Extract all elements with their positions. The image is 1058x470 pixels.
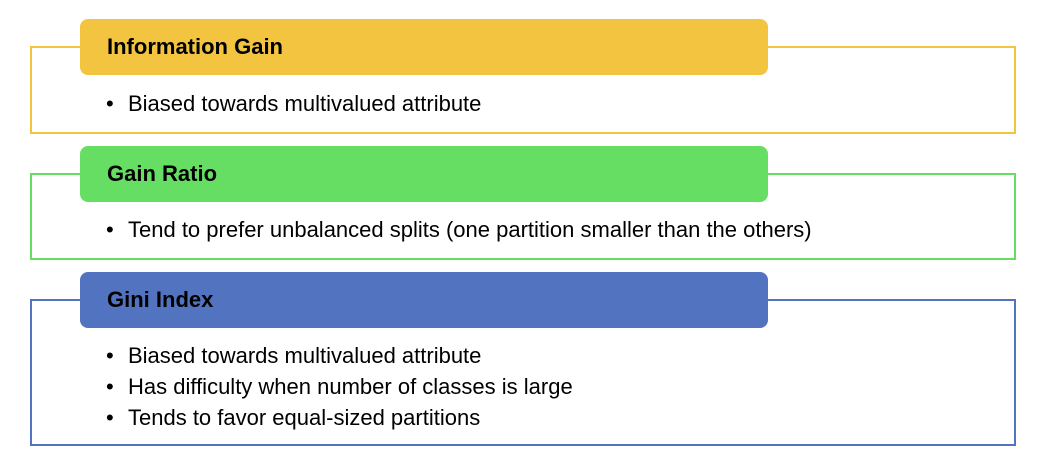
bullet-icon: • bbox=[106, 91, 114, 116]
bullet-text: Biased towards multivalued attribute bbox=[128, 343, 482, 368]
bullet-icon: • bbox=[106, 405, 114, 430]
section-header: Gain Ratio bbox=[80, 146, 768, 202]
bullet-icon: • bbox=[106, 343, 114, 368]
section-title: Gain Ratio bbox=[107, 161, 218, 186]
bullet-text: Biased towards multivalued attribute bbox=[128, 91, 482, 116]
list-item: • Biased towards multivalued attribute bbox=[106, 340, 573, 371]
list-item: • Tends to favor equal-sized partitions bbox=[106, 402, 573, 433]
bullet-list: • Tend to prefer unbalanced splits (one … bbox=[106, 214, 812, 245]
bullet-list: • Biased towards multivalued attribute bbox=[106, 88, 481, 119]
list-item: • Tend to prefer unbalanced splits (one … bbox=[106, 214, 812, 245]
section-header: Gini Index bbox=[80, 272, 768, 328]
bullet-text: Tend to prefer unbalanced splits (one pa… bbox=[128, 217, 812, 242]
section-title: Information Gain bbox=[107, 34, 283, 59]
section-title: Gini Index bbox=[107, 287, 214, 312]
list-item: • Biased towards multivalued attribute bbox=[106, 88, 481, 119]
list-item: • Has difficulty when number of classes … bbox=[106, 371, 573, 402]
bullet-icon: • bbox=[106, 217, 114, 242]
bullet-text: Tends to favor equal-sized partitions bbox=[128, 405, 481, 430]
section-header: Information Gain bbox=[80, 19, 768, 75]
bullet-icon: • bbox=[106, 374, 114, 399]
bullet-text: Has difficulty when number of classes is… bbox=[128, 374, 573, 399]
bullet-list: • Biased towards multivalued attribute •… bbox=[106, 340, 573, 433]
